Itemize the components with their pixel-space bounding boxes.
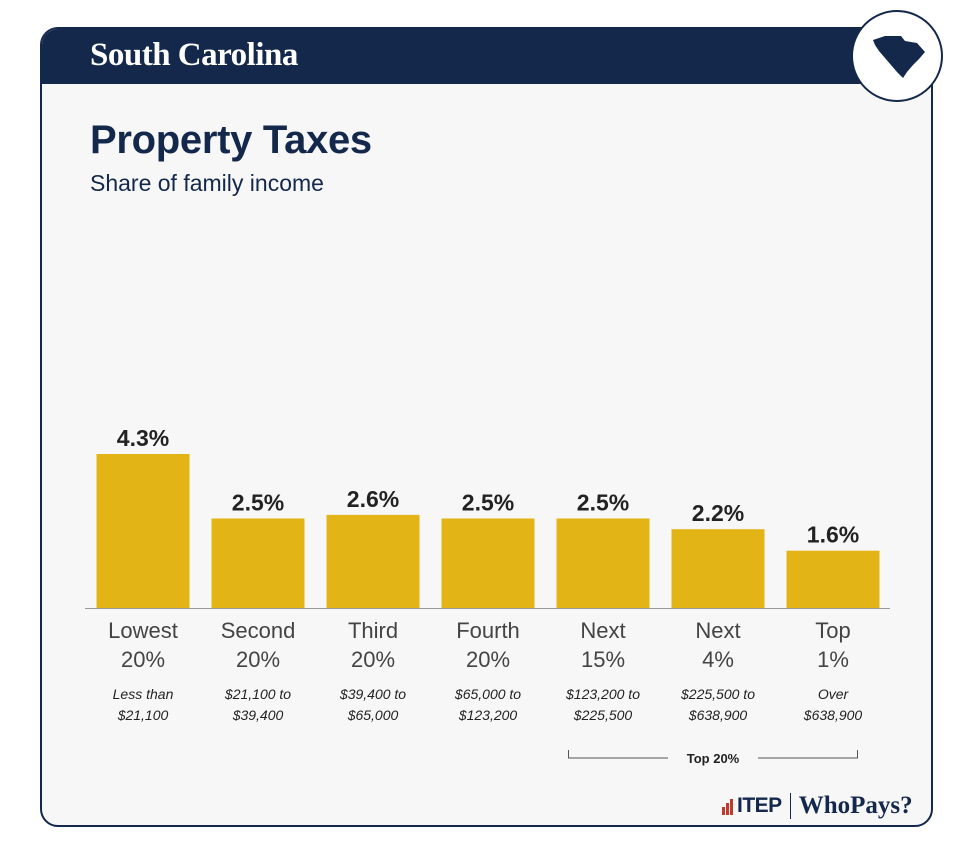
income-range-line2: $638,900 bbox=[688, 707, 748, 723]
whopays-logo-text: WhoPays? bbox=[798, 792, 913, 819]
bar bbox=[326, 514, 420, 608]
bracket-left bbox=[568, 750, 668, 759]
group-bracket-label: Top 20% bbox=[687, 751, 740, 766]
bar bbox=[786, 550, 880, 608]
bar-value-label: 2.5% bbox=[462, 489, 514, 515]
category-label-line1: Third bbox=[348, 618, 398, 643]
category-label-line2: 1% bbox=[817, 647, 849, 672]
logo-divider bbox=[789, 793, 791, 819]
category-label-line1: Next bbox=[695, 618, 740, 643]
category-label-line1: Second bbox=[221, 618, 296, 643]
chart-subtitle: Share of family income bbox=[90, 170, 324, 196]
category-label-line2: 4% bbox=[702, 647, 734, 672]
income-range-line2: $638,900 bbox=[803, 707, 863, 723]
category-label-line2: 20% bbox=[466, 647, 510, 672]
bar-value-label: 2.5% bbox=[577, 489, 629, 515]
bar-value-label: 4.3% bbox=[117, 425, 169, 451]
income-range-line2: $39,400 bbox=[232, 707, 284, 723]
header-bar: South Carolina bbox=[42, 29, 931, 84]
income-range-line2: $123,200 bbox=[458, 707, 518, 723]
income-range-line2: $225,500 bbox=[573, 707, 633, 723]
state-name: South Carolina bbox=[90, 37, 298, 73]
itep-logo-text: ITEP bbox=[737, 794, 782, 817]
chart-title: Property Taxes bbox=[90, 118, 372, 162]
bar bbox=[211, 518, 305, 608]
bar-value-label: 2.6% bbox=[347, 486, 399, 512]
bar bbox=[671, 529, 765, 608]
bracket-right bbox=[758, 750, 858, 759]
income-range-line1: $123,200 to bbox=[565, 686, 640, 702]
bar bbox=[556, 518, 650, 608]
footer-logo: ITEP WhoPays? bbox=[722, 790, 913, 822]
state-badge bbox=[851, 10, 943, 102]
category-label-line1: Next bbox=[580, 618, 625, 643]
income-range-line1: Over bbox=[818, 686, 850, 702]
category-label-line2: 15% bbox=[581, 647, 625, 672]
category-label-line2: 20% bbox=[351, 647, 395, 672]
income-range-line1: $225,500 to bbox=[680, 686, 755, 702]
itep-bars-icon bbox=[722, 797, 734, 815]
income-range-line1: Less than bbox=[113, 686, 174, 702]
category-label-line2: 20% bbox=[236, 647, 280, 672]
category-label-line2: 20% bbox=[121, 647, 165, 672]
category-label-line1: Lowest bbox=[108, 618, 178, 643]
bar-value-label: 1.6% bbox=[807, 522, 859, 548]
bar-value-label: 2.5% bbox=[232, 489, 284, 515]
bar bbox=[441, 518, 535, 608]
category-label-line1: Top bbox=[815, 618, 850, 643]
category-label-line1: Fourth bbox=[456, 618, 520, 643]
income-range-line1: $21,100 to bbox=[224, 686, 291, 702]
south-carolina-map-icon bbox=[873, 36, 925, 78]
bar bbox=[96, 454, 190, 608]
chart-card: South Carolina bbox=[40, 27, 933, 827]
income-range-line2: $65,000 bbox=[347, 707, 399, 723]
income-range-line1: $39,400 to bbox=[339, 686, 406, 702]
income-range-line1: $65,000 to bbox=[454, 686, 521, 702]
bar-value-label: 2.2% bbox=[692, 500, 744, 526]
income-range-line2: $21,100 bbox=[117, 707, 169, 723]
